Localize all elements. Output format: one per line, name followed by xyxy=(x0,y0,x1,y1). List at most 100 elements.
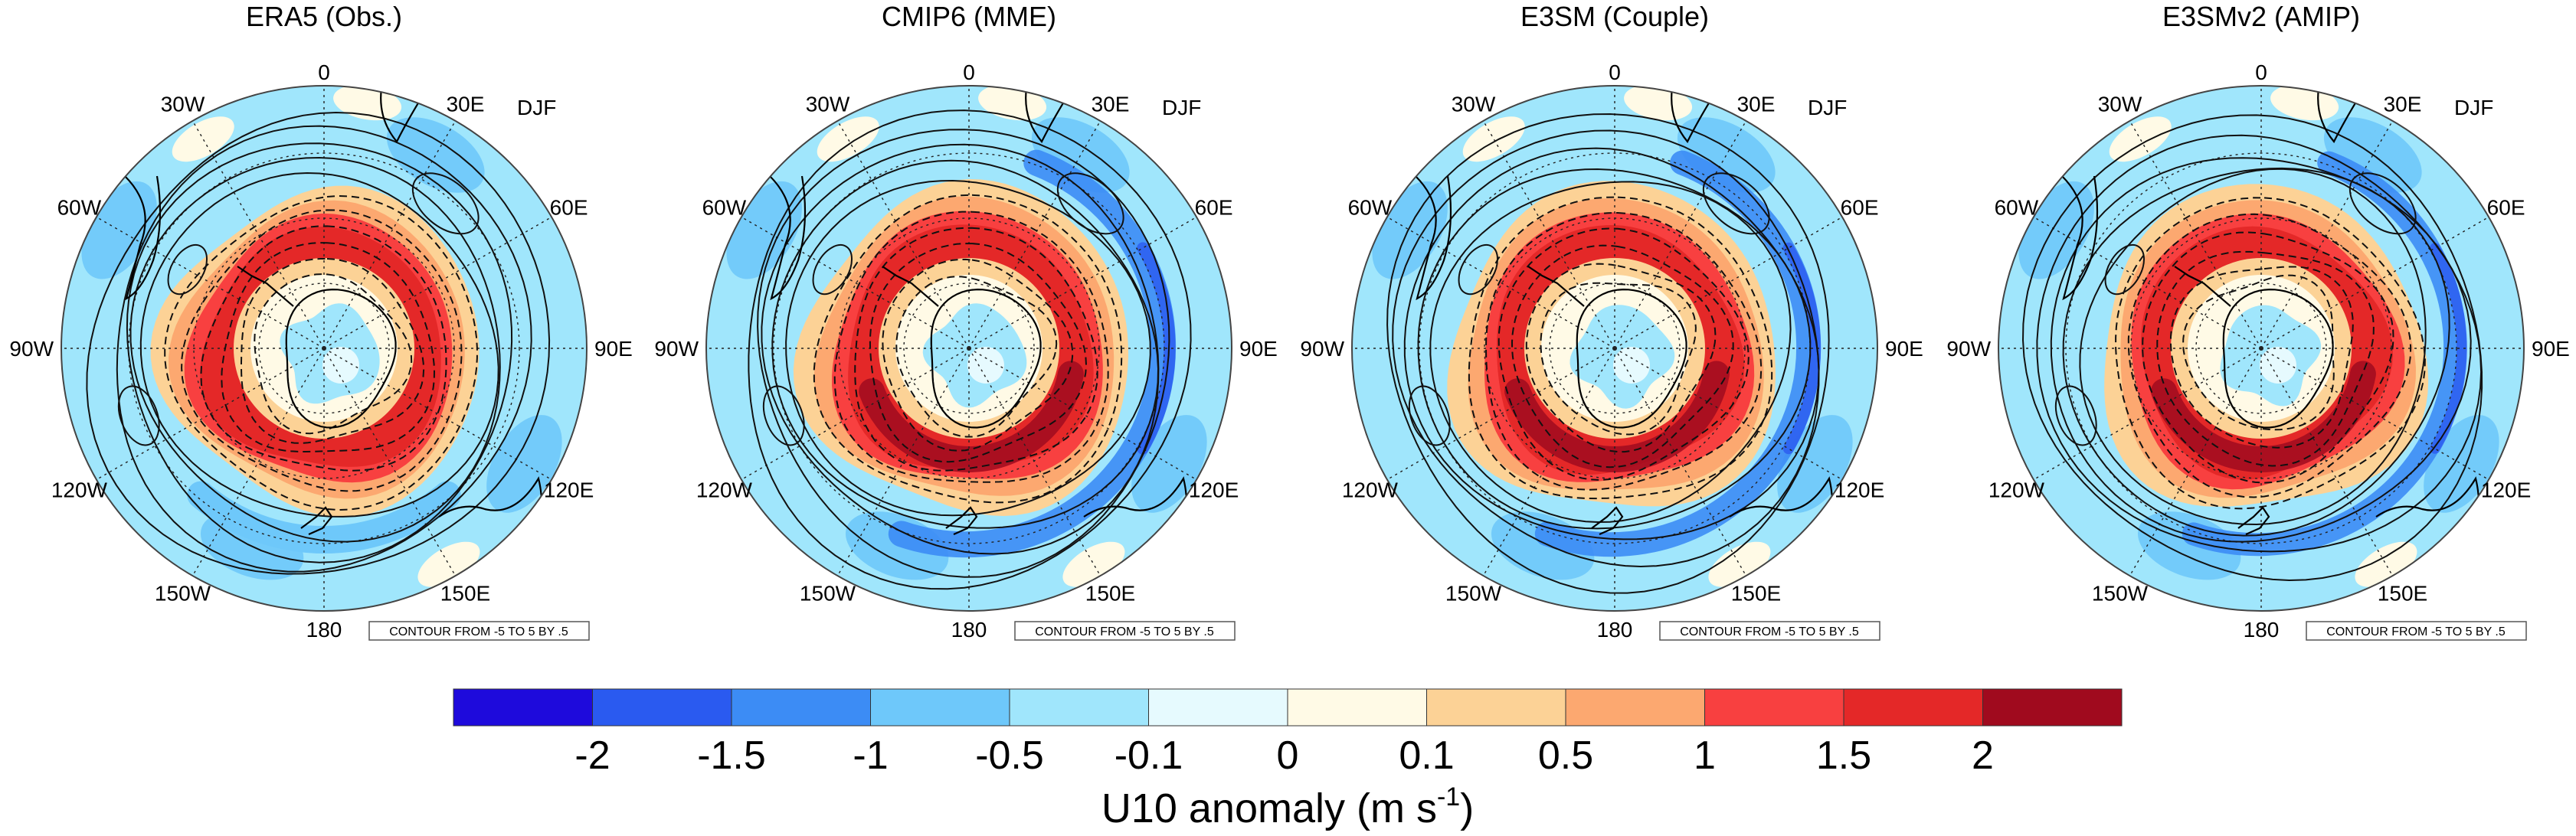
anomaly-patch xyxy=(817,116,879,162)
contour-line xyxy=(126,142,513,563)
contour-closed xyxy=(1408,385,1451,446)
lon-label-120e: 120E xyxy=(1189,478,1239,502)
lon-label-120e: 120E xyxy=(1835,478,1884,502)
meridian-line xyxy=(1614,120,1747,349)
colorbar-box xyxy=(1009,688,1149,727)
africa-coastline xyxy=(2317,87,2365,143)
meridian-line xyxy=(968,216,1197,349)
meridian-line xyxy=(1482,348,1615,576)
lon-label-0: 0 xyxy=(963,60,975,84)
colorbar-box xyxy=(592,688,732,727)
contour-line-dashed xyxy=(2169,266,2354,449)
contour-line-dashed xyxy=(1540,282,1697,436)
meridian-line xyxy=(1614,348,1747,576)
contour-line-dashed xyxy=(221,242,436,453)
contour-line-dashed xyxy=(895,276,1058,438)
colorbar-box xyxy=(1148,688,1288,727)
colorbar-tick: 0.1 xyxy=(1399,733,1454,778)
latitude-circle xyxy=(2065,152,2457,544)
contour-line xyxy=(139,171,499,518)
meridian-line xyxy=(191,348,325,576)
meridian-line xyxy=(2260,216,2489,349)
lon-label-0: 0 xyxy=(1609,60,1621,84)
contour-closed xyxy=(117,385,160,446)
contour-closed xyxy=(1056,172,1124,235)
latitude-circle xyxy=(1484,217,1746,479)
season-label: DJF xyxy=(1162,96,1201,119)
lon-label-150w: 150W xyxy=(2092,582,2149,606)
colorbar-tick: -1 xyxy=(853,733,888,778)
anomaly-patch xyxy=(1624,86,1693,121)
panel-title: ERA5 (Obs.) xyxy=(246,1,402,32)
colorbar-box xyxy=(453,688,593,727)
meridian-line xyxy=(323,348,457,576)
contour-line-dashed xyxy=(164,194,478,511)
contour-info-label: CONTOUR FROM -5 TO 5 BY .5 xyxy=(1035,625,1214,638)
lon-label-60e: 60E xyxy=(2487,196,2525,220)
africa-coastline xyxy=(1025,87,1073,143)
latitude-circle xyxy=(2130,217,2392,479)
contour-line xyxy=(1429,181,1792,524)
colorbar-box xyxy=(1843,688,1983,727)
colorbar-title-end: ) xyxy=(1460,785,1474,831)
anomaly-core-max xyxy=(859,361,1084,472)
meridian-line xyxy=(1482,120,1615,349)
anomaly-patch xyxy=(2355,541,2417,587)
meridian-line xyxy=(2129,348,2262,576)
lon-label-90e: 90E xyxy=(2532,337,2570,361)
south-america-coastline xyxy=(1415,175,1452,301)
lon-label-90e: 90E xyxy=(594,337,633,361)
contour-closed xyxy=(2349,172,2417,235)
contour-line xyxy=(1386,113,1830,594)
lon-label-90w: 90W xyxy=(654,337,699,361)
meridian-line xyxy=(2129,120,2262,349)
colorbar-tick: -1.5 xyxy=(697,733,766,778)
latitude-circle xyxy=(903,282,1035,414)
lon-label-0: 0 xyxy=(2255,60,2267,84)
colorbar-tick: -0.1 xyxy=(1115,733,1183,778)
lon-label-120w: 120W xyxy=(1342,478,1399,502)
map-disc xyxy=(706,86,1232,611)
panel-title: E3SM (Couple) xyxy=(1520,1,1709,32)
lon-label-180: 180 xyxy=(306,618,342,642)
colorbar-tick: 0 xyxy=(1277,733,1299,778)
lon-label-120w: 120W xyxy=(696,478,753,502)
map-panel: E3SM (Couple) DJF 0 30E 60E 90E 120E 150… xyxy=(1300,1,1923,642)
contour-info-label: CONTOUR FROM -5 TO 5 BY .5 xyxy=(389,625,568,638)
colorbar-title: U10 anomaly (m s-1) xyxy=(1101,782,1474,831)
meridian-line xyxy=(323,216,552,349)
map-disc xyxy=(1998,86,2524,611)
contour-line xyxy=(116,125,532,573)
anomaly-patch xyxy=(386,117,485,193)
latitude-circle xyxy=(193,217,455,479)
colorbar-tick: 1 xyxy=(1694,733,1716,778)
contour-line-dashed xyxy=(813,194,1123,504)
meridian-line xyxy=(968,348,1101,576)
south-america-coastline xyxy=(124,175,162,301)
lon-label-30e: 30E xyxy=(447,92,485,116)
anomaly-patch xyxy=(1708,541,1771,587)
contour-line-dashed xyxy=(1511,244,1734,469)
lon-label-120e: 120E xyxy=(2481,478,2531,502)
lon-label-90w: 90W xyxy=(9,337,54,361)
lon-label-30w: 30W xyxy=(2098,92,2142,116)
lon-label-30w: 30W xyxy=(161,92,205,116)
contour-line-dashed xyxy=(1468,196,1773,500)
contour-line-dashed xyxy=(2156,250,2375,467)
negative-anomaly-core xyxy=(1782,242,1822,455)
lon-label-150e: 150E xyxy=(2378,582,2427,606)
season-label: DJF xyxy=(2454,96,2493,119)
contour-line-dashed xyxy=(200,225,447,472)
meridian-line xyxy=(1614,216,1843,349)
colorbar-tick-labels: -2 -1.5 -1 -0.5 -0.1 0 0.1 0.5 1 1.5 2 xyxy=(574,733,1994,778)
polar-cap-anomaly xyxy=(1613,347,1650,384)
contour-info-box: CONTOUR FROM -5 TO 5 BY .5 xyxy=(1659,621,1880,641)
lon-label-30w: 30W xyxy=(806,92,850,116)
lon-label-120e: 120E xyxy=(544,478,594,502)
anomaly-patch xyxy=(486,415,562,513)
lon-label-90e: 90E xyxy=(1239,337,1278,361)
negative-anomaly-band xyxy=(888,149,1177,558)
contour-line-dashed xyxy=(882,258,1074,452)
negative-anomaly-core xyxy=(2430,243,2467,454)
lon-label-150e: 150E xyxy=(1731,582,1781,606)
